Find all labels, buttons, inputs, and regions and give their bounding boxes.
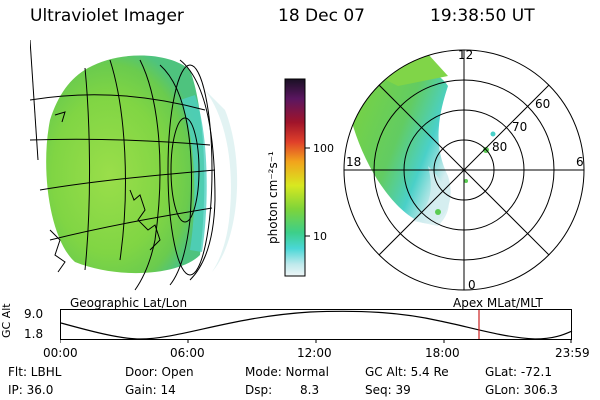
mode-status: Mode: Normal xyxy=(245,365,329,379)
mlat-label-60: 60 xyxy=(535,97,551,111)
altitude-orbit-plot xyxy=(60,309,573,343)
gc-alt-status: GC Alt: 5.4 Re xyxy=(365,365,449,379)
time-tick-0000: 00:00 xyxy=(43,346,78,360)
time-tick-1200: 12:00 xyxy=(297,346,332,360)
glon-status: GLon: 306.3 xyxy=(485,383,558,397)
seq-status: Seq: 39 xyxy=(365,383,411,397)
instrument-title: Ultraviolet Imager xyxy=(30,6,184,26)
time-tick-1800: 18:00 xyxy=(425,346,460,360)
mlt-label-12: 12 xyxy=(458,48,474,62)
ip-status: IP: 36.0 xyxy=(8,383,54,397)
gain-status: Gain: 14 xyxy=(125,383,176,397)
filter-status: Flt: LBHL xyxy=(8,365,62,379)
time-tick-2359: 23:59 xyxy=(555,346,590,360)
mlat-label-70: 70 xyxy=(512,120,528,134)
polar-caption: Apex MLat/MLT xyxy=(453,296,543,310)
image-date: 18 Dec 07 xyxy=(278,6,365,26)
colorbar-tick-10: 10 xyxy=(313,230,327,243)
altitude-tick-low: 1.8 xyxy=(24,327,44,341)
glat-status: GLat: -72.1 xyxy=(485,365,552,379)
colorbar-unit-label: photon cm⁻²s⁻¹ xyxy=(266,151,280,244)
mlt-label-0: 0 xyxy=(468,278,476,292)
mlt-label-18: 18 xyxy=(346,155,362,169)
colorbar-tick-100: 100 xyxy=(313,142,334,155)
door-status: Door: Open xyxy=(125,365,194,379)
geographic-caption: Geographic Lat/Lon xyxy=(70,296,188,310)
image-time: 19:38:50 UT xyxy=(430,6,535,26)
dsp-value: 8.3 xyxy=(300,383,320,397)
intensity-colorbar xyxy=(284,78,310,277)
altitude-tick-high: 9.0 xyxy=(24,307,44,321)
time-tick-0600: 06:00 xyxy=(170,346,205,360)
altitude-axis-label: GC Alt xyxy=(0,303,13,338)
polar-mlat-mlt-plot xyxy=(343,49,585,291)
mlt-label-6: 6 xyxy=(576,155,584,169)
geographic-globe-image xyxy=(30,40,238,291)
dsp-label: Dsp: xyxy=(245,383,273,397)
mlat-label-80: 80 xyxy=(492,140,508,154)
